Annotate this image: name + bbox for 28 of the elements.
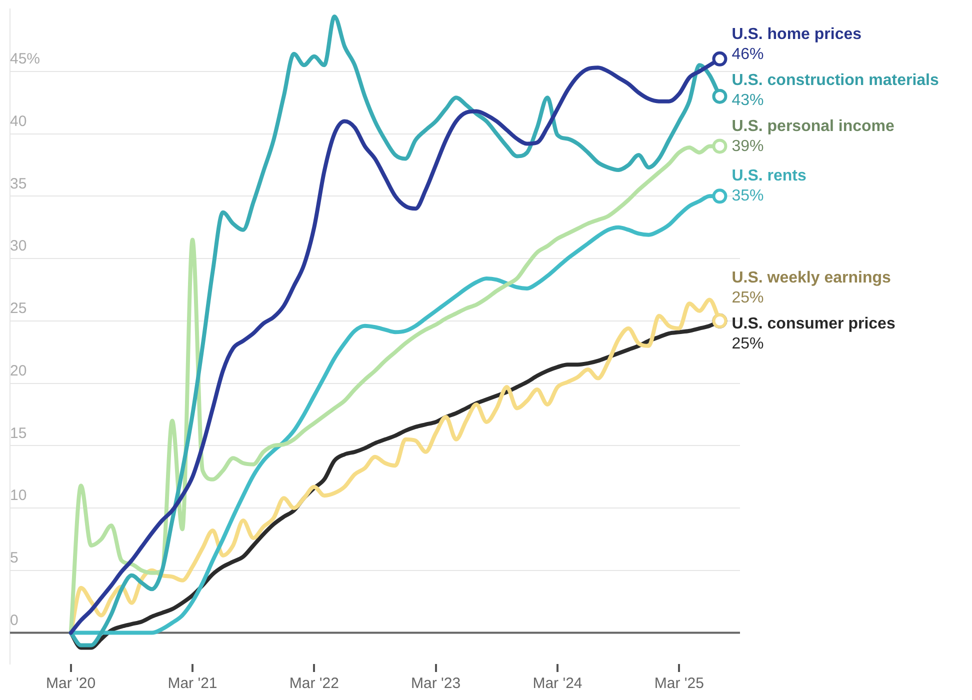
- data-label: 39%: [732, 138, 764, 155]
- x-tick-label: Mar '21: [168, 675, 218, 692]
- series-label: U.S. weekly earnings: [732, 269, 892, 286]
- data-label: 25%: [732, 335, 764, 352]
- series-label: U.S. rents: [732, 168, 807, 185]
- series-label: U.S. consumer prices: [732, 315, 896, 332]
- y-tick-label: 35: [10, 175, 27, 192]
- data-label: 25%: [732, 289, 764, 306]
- data-label: 35%: [732, 188, 764, 205]
- x-tick-label: Mar '20: [46, 675, 96, 692]
- x-tick-label: Mar '22: [289, 675, 339, 692]
- data-label: 43%: [732, 92, 764, 109]
- y-tick-label: 45%: [10, 50, 40, 68]
- data-label: 46%: [732, 46, 764, 63]
- y-tick-label: 30: [10, 238, 27, 255]
- x-tick-label: Mar '25: [654, 675, 704, 692]
- y-tick-label: 5: [10, 550, 18, 567]
- y-tick-label: 10: [10, 487, 27, 504]
- y-tick-label: 15: [10, 424, 27, 442]
- series-label: U.S. construction materials: [732, 72, 939, 89]
- series-label: U.S. home prices: [732, 26, 862, 43]
- x-tick-label: Mar '23: [411, 675, 461, 692]
- y-tick-label: 20: [10, 362, 27, 380]
- y-tick-label: 0: [10, 612, 18, 629]
- series-label: U.S. personal income: [732, 118, 895, 135]
- y-tick-label: 25: [10, 300, 27, 318]
- y-tick-label: 40: [10, 112, 27, 130]
- x-tick-label: Mar '24: [532, 675, 582, 692]
